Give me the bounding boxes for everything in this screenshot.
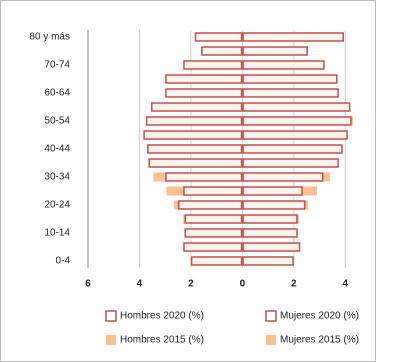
- bar: [242, 46, 308, 56]
- bar: [242, 200, 306, 210]
- x-tick-label: 2: [188, 279, 194, 290]
- x-tick-label: 2: [291, 279, 297, 290]
- x-tick-label: 0: [240, 279, 246, 290]
- bar: [145, 116, 243, 126]
- bar: [147, 144, 243, 154]
- legend-label: Hombres 2015 (%): [120, 335, 204, 346]
- y-tick-label: 40-44: [44, 144, 70, 155]
- bar: [242, 74, 338, 84]
- bar: [242, 130, 348, 140]
- bar: [194, 32, 243, 42]
- legend-label: Mujeres 2015 (%): [280, 335, 359, 346]
- y-tick-label: 0-4: [56, 256, 71, 267]
- legend-swatch: [265, 310, 277, 322]
- bar: [183, 242, 243, 252]
- bar: [151, 102, 243, 112]
- bar: [242, 116, 352, 126]
- bar: [190, 256, 243, 266]
- bar: [242, 158, 339, 168]
- legend-swatch: [105, 310, 117, 322]
- y-tick-label: 20-24: [44, 200, 70, 211]
- bar: [242, 172, 324, 182]
- x-tick-label: 4: [342, 279, 348, 290]
- bar: [183, 60, 243, 70]
- bar: [184, 228, 243, 238]
- bar: [165, 172, 243, 182]
- y-tick-label: 30-34: [44, 172, 70, 183]
- bar: [201, 46, 243, 56]
- bar: [143, 130, 243, 140]
- y-tick-label: 10-14: [44, 228, 70, 239]
- bar: [242, 256, 294, 266]
- x-tick-label: 6: [85, 279, 91, 290]
- bar: [148, 158, 243, 168]
- bar: [242, 60, 325, 70]
- bar: [184, 214, 243, 224]
- bar: [165, 74, 243, 84]
- bar: [183, 186, 243, 196]
- bar: [178, 200, 243, 210]
- legend-swatch: [106, 335, 116, 345]
- legend-label: Mujeres 2020 (%): [280, 311, 359, 322]
- y-tick-label: 60-64: [44, 88, 70, 99]
- y-tick-label: 70-74: [44, 60, 70, 71]
- bar: [242, 88, 339, 98]
- bar: [242, 186, 303, 196]
- x-tick-label: 4: [137, 279, 143, 290]
- y-tick-label: 50-54: [44, 116, 70, 127]
- bar: [242, 102, 351, 112]
- bar: [242, 214, 298, 224]
- legend-label: Hombres 2020 (%): [120, 311, 204, 322]
- bar: [242, 144, 343, 154]
- bar: [165, 88, 243, 98]
- bar: [242, 228, 298, 238]
- bar: [242, 32, 344, 42]
- y-tick-label: 80 y más: [29, 32, 70, 43]
- bar: [242, 242, 301, 252]
- legend-swatch: [266, 335, 276, 345]
